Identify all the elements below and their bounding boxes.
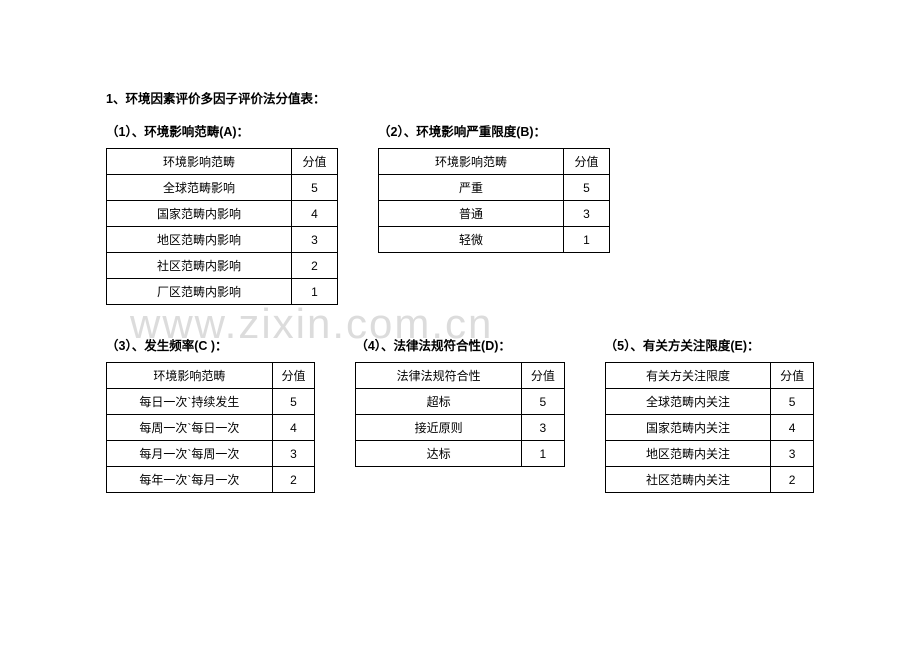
block-c: （3）、发生频率(C )： 环境影响范畴 分值 每日一次`持续发生5 每周一次`… bbox=[106, 335, 315, 493]
cell: 社区范畴内关注 bbox=[605, 467, 771, 493]
cell: 2 bbox=[292, 253, 338, 279]
block-e: （5）、有关方关注限度(E)： 有关方关注限度 分值 全球范畴内关注5 国家范畴… bbox=[605, 335, 814, 493]
title-c: （3）、发生频率(C )： bbox=[106, 335, 315, 354]
cell-header: 环境影响范畴 bbox=[107, 149, 292, 175]
cell-header: 法律法规符合性 bbox=[356, 363, 522, 389]
cell-header: 环境影响范畴 bbox=[107, 363, 273, 389]
cell: 3 bbox=[272, 441, 315, 467]
cell: 普通 bbox=[379, 201, 564, 227]
cell-header: 分值 bbox=[564, 149, 610, 175]
table-row: 环境影响范畴 分值 bbox=[107, 149, 338, 175]
cell: 国家范畴内影响 bbox=[107, 201, 292, 227]
table-row: 每日一次`持续发生5 bbox=[107, 389, 315, 415]
cell: 5 bbox=[272, 389, 315, 415]
cell: 5 bbox=[771, 389, 814, 415]
table-e: 有关方关注限度 分值 全球范畴内关注5 国家范畴内关注4 地区范畴内关注3 社区… bbox=[605, 362, 814, 493]
table-row: 有关方关注限度 分值 bbox=[605, 363, 813, 389]
cell: 4 bbox=[272, 415, 315, 441]
cell-header: 分值 bbox=[521, 363, 564, 389]
block-a: （1）、环境影响范畴(A)： 环境影响范畴 分值 全球范畴影响5 国家范畴内影响… bbox=[106, 121, 338, 305]
cell-header: 分值 bbox=[292, 149, 338, 175]
cell: 3 bbox=[564, 201, 610, 227]
cell: 地区范畴内关注 bbox=[605, 441, 771, 467]
cell: 全球范畴内关注 bbox=[605, 389, 771, 415]
cell: 每月一次`每周一次 bbox=[107, 441, 273, 467]
table-row: 地区范畴内影响3 bbox=[107, 227, 338, 253]
cell: 1 bbox=[521, 441, 564, 467]
cell: 2 bbox=[272, 467, 315, 493]
table-row: 达标1 bbox=[356, 441, 564, 467]
cell: 接近原则 bbox=[356, 415, 522, 441]
table-d: 法律法规符合性 分值 超标5 接近原则3 达标1 bbox=[355, 362, 564, 467]
title-e: （5）、有关方关注限度(E)： bbox=[605, 335, 814, 354]
cell: 社区范畴内影响 bbox=[107, 253, 292, 279]
cell: 3 bbox=[771, 441, 814, 467]
cell: 5 bbox=[292, 175, 338, 201]
table-row: 全球范畴影响5 bbox=[107, 175, 338, 201]
cell: 厂区范畴内影响 bbox=[107, 279, 292, 305]
cell: 每周一次`每日一次 bbox=[107, 415, 273, 441]
cell: 每年一次`每月一次 bbox=[107, 467, 273, 493]
table-b: 环境影响范畴 分值 严重5 普通3 轻微1 bbox=[378, 148, 610, 253]
title-a: （1）、环境影响范畴(A)： bbox=[106, 121, 338, 140]
cell: 超标 bbox=[356, 389, 522, 415]
cell: 每日一次`持续发生 bbox=[107, 389, 273, 415]
table-row: 每周一次`每日一次4 bbox=[107, 415, 315, 441]
block-d: （4）、法律法规符合性(D)： 法律法规符合性 分值 超标5 接近原则3 达标1 bbox=[355, 335, 564, 467]
table-row: 接近原则3 bbox=[356, 415, 564, 441]
table-row: 法律法规符合性 分值 bbox=[356, 363, 564, 389]
cell: 4 bbox=[771, 415, 814, 441]
main-title: 1、环境因素评价多因子评价法分值表： bbox=[106, 88, 814, 107]
table-row: 国家范畴内关注4 bbox=[605, 415, 813, 441]
table-c: 环境影响范畴 分值 每日一次`持续发生5 每周一次`每日一次4 每月一次`每周一… bbox=[106, 362, 315, 493]
cell: 4 bbox=[292, 201, 338, 227]
table-row: 地区范畴内关注3 bbox=[605, 441, 813, 467]
cell-header: 环境影响范畴 bbox=[379, 149, 564, 175]
table-row: 厂区范畴内影响1 bbox=[107, 279, 338, 305]
cell: 1 bbox=[292, 279, 338, 305]
table-row: 环境影响范畴 分值 bbox=[379, 149, 610, 175]
cell: 地区范畴内影响 bbox=[107, 227, 292, 253]
table-row: 社区范畴内关注2 bbox=[605, 467, 813, 493]
cell-header: 分值 bbox=[771, 363, 814, 389]
cell: 达标 bbox=[356, 441, 522, 467]
table-row: 普通3 bbox=[379, 201, 610, 227]
table-row: 严重5 bbox=[379, 175, 610, 201]
cell-header: 分值 bbox=[272, 363, 315, 389]
cell: 1 bbox=[564, 227, 610, 253]
title-d: （4）、法律法规符合性(D)： bbox=[355, 335, 564, 354]
cell-header: 有关方关注限度 bbox=[605, 363, 771, 389]
cell: 严重 bbox=[379, 175, 564, 201]
cell: 5 bbox=[564, 175, 610, 201]
block-b: （2）、环境影响严重限度(B)： 环境影响范畴 分值 严重5 普通3 轻微1 bbox=[378, 121, 610, 253]
cell: 国家范畴内关注 bbox=[605, 415, 771, 441]
table-row: 国家范畴内影响4 bbox=[107, 201, 338, 227]
table-row: 全球范畴内关注5 bbox=[605, 389, 813, 415]
table-row: 每年一次`每月一次2 bbox=[107, 467, 315, 493]
cell: 5 bbox=[521, 389, 564, 415]
table-row: 社区范畴内影响2 bbox=[107, 253, 338, 279]
table-row: 轻微1 bbox=[379, 227, 610, 253]
cell: 全球范畴影响 bbox=[107, 175, 292, 201]
table-row: 环境影响范畴 分值 bbox=[107, 363, 315, 389]
row-1: （1）、环境影响范畴(A)： 环境影响范畴 分值 全球范畴影响5 国家范畴内影响… bbox=[106, 121, 814, 305]
table-a: 环境影响范畴 分值 全球范畴影响5 国家范畴内影响4 地区范畴内影响3 社区范畴… bbox=[106, 148, 338, 305]
cell: 2 bbox=[771, 467, 814, 493]
cell: 3 bbox=[521, 415, 564, 441]
table-row: 超标5 bbox=[356, 389, 564, 415]
row-2: （3）、发生频率(C )： 环境影响范畴 分值 每日一次`持续发生5 每周一次`… bbox=[106, 335, 814, 493]
table-row: 每月一次`每周一次3 bbox=[107, 441, 315, 467]
cell: 3 bbox=[292, 227, 338, 253]
title-b: （2）、环境影响严重限度(B)： bbox=[378, 121, 610, 140]
cell: 轻微 bbox=[379, 227, 564, 253]
